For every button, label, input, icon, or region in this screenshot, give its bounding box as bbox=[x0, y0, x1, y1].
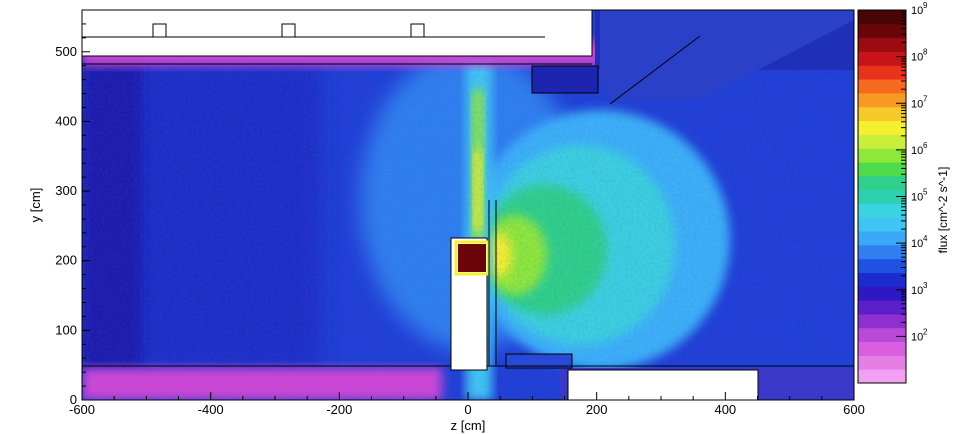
colorbar-tick-base: 10 bbox=[911, 52, 923, 64]
structure-notch-2 bbox=[281, 23, 296, 38]
colorbar-tick-base: 10 bbox=[911, 192, 923, 204]
colorbar-segment bbox=[858, 65, 906, 80]
structure-notch-3 bbox=[410, 23, 425, 38]
colorbar-tick-base: 10 bbox=[911, 5, 923, 17]
colorbar-tick-exp: 9 bbox=[923, 1, 928, 10]
colorbar-segment bbox=[858, 272, 906, 287]
y-tick-label: 200 bbox=[55, 253, 77, 268]
x-axis-title: z [cm] bbox=[451, 418, 486, 433]
heatmap-source-hotspot bbox=[458, 244, 486, 272]
structure-notch-1 bbox=[152, 23, 167, 38]
y-tick-label: 100 bbox=[55, 322, 77, 337]
colorbar-tick-exp: 8 bbox=[923, 48, 928, 57]
structure-floor-step bbox=[505, 353, 573, 369]
colorbar-segment bbox=[858, 189, 906, 204]
colorbar-segment bbox=[858, 258, 906, 273]
colorbar-segment bbox=[858, 341, 906, 356]
colorbar-tick-exp: 7 bbox=[923, 94, 928, 103]
colorbar-segment bbox=[858, 300, 906, 315]
colorbar-segment bbox=[858, 355, 906, 370]
colorbar-tick-exp: 5 bbox=[923, 188, 928, 197]
colorbar-tick-base: 10 bbox=[911, 285, 923, 297]
colorbar-segment bbox=[858, 175, 906, 191]
y-axis-ticks: 0 100 200 300 400 500 bbox=[55, 9, 90, 407]
y-tick-label: 0 bbox=[70, 392, 77, 407]
colorbar-segment bbox=[858, 148, 906, 163]
colorbar-tick-exp: 6 bbox=[923, 141, 928, 150]
colorbar-tick-exp: 3 bbox=[923, 281, 928, 290]
x-tick-label: 400 bbox=[714, 402, 736, 417]
colorbar-segment bbox=[858, 37, 906, 52]
structure-right-box bbox=[531, 65, 599, 94]
plot-area bbox=[82, 10, 854, 400]
structure-right-diagonal bbox=[609, 35, 701, 105]
colorbar-segment bbox=[858, 369, 906, 384]
x-tick-label: -600 bbox=[69, 402, 95, 417]
colorbar-tick-base: 10 bbox=[911, 331, 923, 343]
y-axis-title: y [cm] bbox=[28, 188, 43, 223]
x-tick-label: -200 bbox=[326, 402, 352, 417]
x-tick-label: -400 bbox=[198, 402, 224, 417]
colorbar-segment bbox=[858, 79, 906, 94]
y-tick-label: 400 bbox=[55, 113, 77, 128]
colorbar-segment bbox=[858, 217, 906, 232]
colorbar-segment bbox=[858, 327, 906, 343]
x-axis-ticks: -600 -400 -200 0 200 400 600 bbox=[69, 392, 865, 417]
x-tick-label: 200 bbox=[586, 402, 608, 417]
structure-floor-box bbox=[567, 369, 759, 400]
colorbar-segment bbox=[858, 51, 906, 66]
colorbar-segment bbox=[858, 286, 906, 301]
colorbar-segment bbox=[858, 203, 906, 218]
colorbar-segment bbox=[858, 313, 906, 329]
colorbar-segment bbox=[858, 10, 906, 25]
y-tick-label: 300 bbox=[55, 183, 77, 198]
colorbar-tick-base: 10 bbox=[911, 238, 923, 250]
colorbar-segment bbox=[858, 92, 906, 108]
colorbar-segment bbox=[858, 120, 906, 135]
colorbar-segment bbox=[858, 161, 906, 177]
colorbar-segment bbox=[858, 231, 906, 246]
colorbar-tick-exp: 4 bbox=[923, 234, 928, 243]
colorbar-segment bbox=[858, 134, 906, 149]
heatmap-source-ring bbox=[454, 240, 490, 276]
x-tick-label: 0 bbox=[464, 402, 471, 417]
heatmap-floor-shielding bbox=[82, 368, 442, 400]
colorbar-segment bbox=[858, 244, 906, 260]
colorbar-tick-base: 10 bbox=[911, 145, 923, 157]
structure-upper-left bbox=[82, 10, 593, 57]
colorbar-tick-exp: 2 bbox=[923, 327, 928, 336]
colorbar-segment bbox=[858, 23, 906, 39]
colorbar-tick-base: 10 bbox=[911, 98, 923, 110]
y-tick-label: 500 bbox=[55, 44, 77, 59]
x-tick-label: 600 bbox=[843, 402, 865, 417]
heatmap-right-ceiling-wedge bbox=[600, 10, 854, 100]
colorbar-title: flux [cm^-2 s^-1] bbox=[936, 167, 950, 254]
colorbar-segment bbox=[858, 106, 906, 122]
